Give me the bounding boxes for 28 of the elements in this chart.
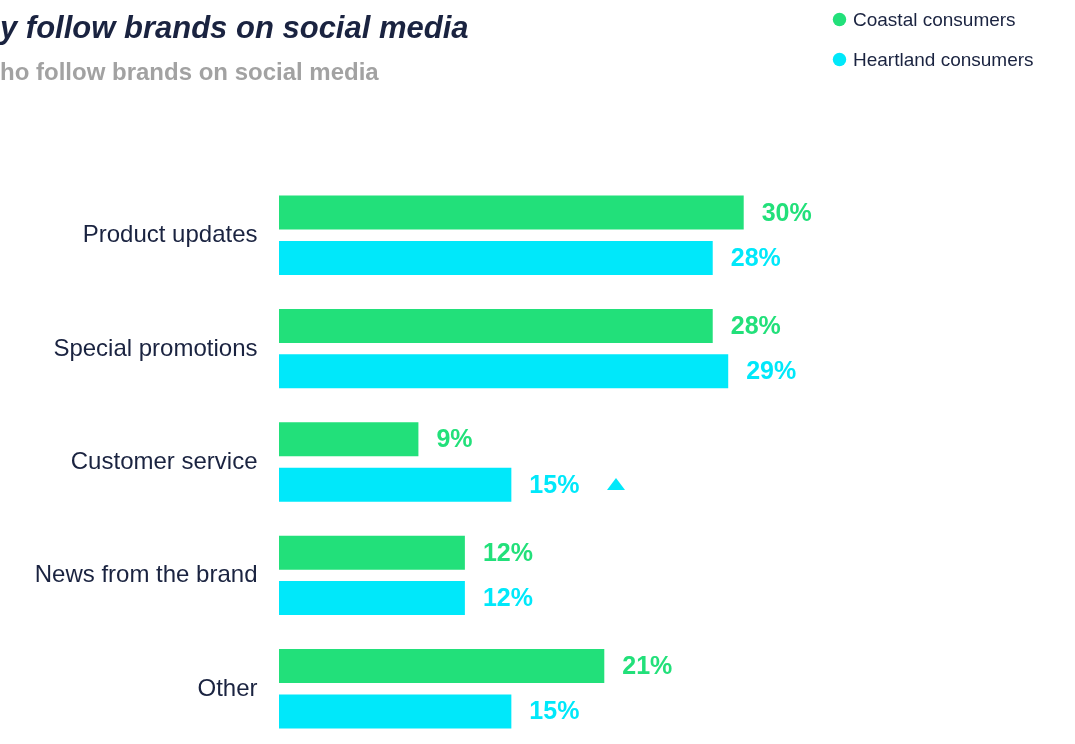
bar	[279, 308, 713, 343]
data-label: 15%	[529, 696, 580, 725]
data-label: 28%	[730, 310, 781, 339]
bar	[279, 195, 744, 230]
bar	[279, 354, 729, 389]
data-label: 12%	[482, 583, 533, 612]
bar	[279, 240, 713, 275]
bar	[279, 694, 512, 729]
data-label: 15%	[529, 469, 580, 498]
bar	[279, 535, 465, 570]
data-label: 29%	[746, 356, 797, 385]
bar	[279, 649, 605, 684]
data-label: 12%	[482, 537, 533, 566]
y-tick-label: News from the brand	[34, 560, 258, 588]
data-label: 28%	[730, 242, 781, 271]
legend-label: Heartland consumers	[853, 48, 1034, 70]
y-tick-label: Product updates	[82, 220, 258, 248]
y-tick-label: Special promotions	[53, 333, 258, 361]
data-label: 9%	[436, 424, 473, 453]
data-label: 30%	[761, 197, 812, 226]
chart-subtitle: ho follow brands on social media	[0, 58, 380, 85]
bar	[279, 467, 512, 502]
data-label: 21%	[622, 651, 673, 680]
legend-label: Coastal consumers	[853, 8, 1016, 30]
bar	[279, 581, 465, 616]
bar	[279, 422, 419, 457]
y-tick-label: Other	[197, 673, 258, 701]
y-tick-label: Customer service	[70, 447, 258, 474]
